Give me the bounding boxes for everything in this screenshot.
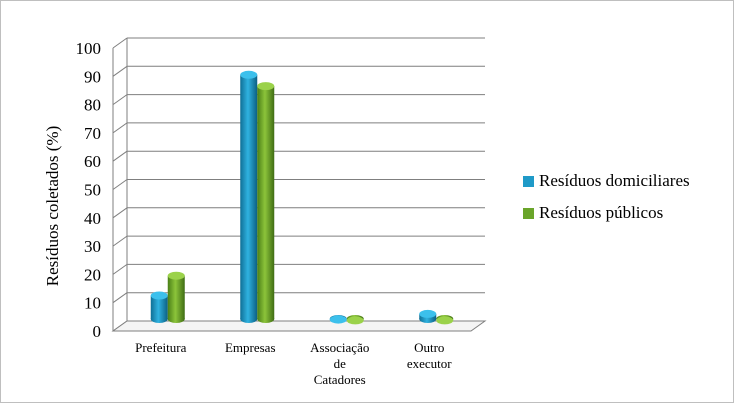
y-tick-label: 60 <box>84 152 101 171</box>
bar-top <box>436 316 454 325</box>
legend: Resíduos domiciliares Resíduos públicos <box>523 171 690 222</box>
x-tick-label: Outro <box>414 340 444 355</box>
x-tick-label: Prefeitura <box>135 340 186 355</box>
gridline-side <box>112 122 128 134</box>
bar-top <box>257 82 275 91</box>
bar-body <box>240 74 258 319</box>
y-tick-label: 70 <box>84 124 101 143</box>
gridline-side <box>112 37 128 49</box>
gridline-side <box>112 94 128 106</box>
bar <box>329 315 347 324</box>
gridline-side <box>112 207 128 219</box>
bar <box>346 315 364 325</box>
y-tick-label: 90 <box>84 67 101 86</box>
y-tick-label: 30 <box>84 237 101 256</box>
bar-top <box>419 309 437 318</box>
x-tick-label: executor <box>407 356 452 371</box>
legend-swatch <box>523 208 534 219</box>
y-tick-label: 20 <box>84 265 101 284</box>
bar-body <box>150 295 168 319</box>
bar-top <box>329 315 347 324</box>
y-tick-label: 0 <box>93 322 102 341</box>
gridline-side <box>112 150 128 162</box>
bar-top <box>167 271 185 280</box>
gridline-side <box>112 179 128 190</box>
y-tick-labels: 0 10 20 30 40 50 60 70 80 90 100 <box>76 39 102 341</box>
bar-body <box>257 86 275 319</box>
gridline-side <box>112 263 128 275</box>
bar-top <box>346 316 364 325</box>
bar <box>257 82 275 323</box>
y-axis-label: Resíduos coletados (%) <box>43 126 62 287</box>
axes <box>111 38 487 332</box>
bar <box>240 70 258 323</box>
legend-swatch <box>523 176 534 187</box>
x-tick-label: de <box>334 356 347 371</box>
bars <box>150 70 454 325</box>
legend-label: Resíduos públicos <box>539 203 663 222</box>
bar <box>419 309 437 323</box>
bar-body <box>167 275 185 319</box>
bar <box>167 271 185 323</box>
bar-base <box>150 315 168 323</box>
bar <box>436 315 454 325</box>
bar-top <box>240 70 258 79</box>
floor <box>111 320 487 332</box>
legend-label: Resíduos domiciliares <box>539 171 690 190</box>
x-tick-label: Catadores <box>314 372 366 387</box>
gridline-side <box>112 65 128 77</box>
gridlines <box>112 37 485 332</box>
x-tick-label: Empresas <box>225 340 276 355</box>
bar-base <box>167 315 185 323</box>
y-tick-label: 100 <box>76 39 102 58</box>
bar <box>150 291 168 323</box>
y-tick-label: 10 <box>84 294 101 313</box>
y-tick-label: 80 <box>84 96 101 115</box>
y-tick-label: 50 <box>84 181 101 200</box>
bar-top <box>150 291 168 300</box>
bar-base <box>240 315 258 323</box>
gridline-side <box>112 292 128 304</box>
x-tick-label: Associação <box>310 340 369 355</box>
gridline-side <box>112 235 128 247</box>
y-tick-label: 40 <box>84 209 101 228</box>
bar-base <box>257 315 275 323</box>
